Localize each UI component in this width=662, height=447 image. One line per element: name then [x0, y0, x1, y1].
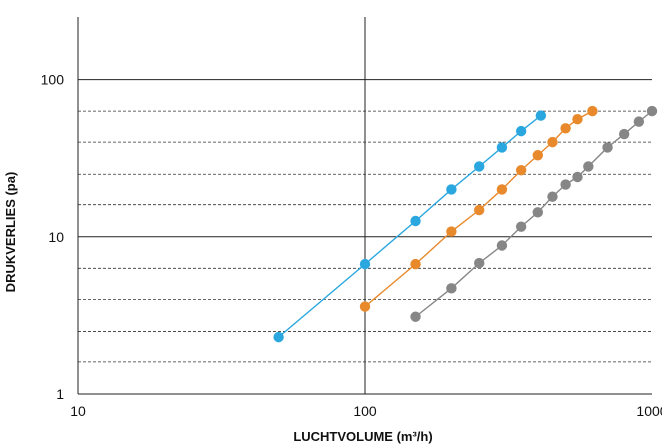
data-point: [535, 110, 547, 121]
data-point: [474, 257, 485, 269]
data-point: [560, 179, 571, 190]
y-axis-label: DRUKVERLIES (pa): [3, 172, 18, 293]
data-point: [547, 136, 558, 148]
data-point: [572, 113, 583, 125]
data-point: [410, 215, 421, 227]
data-point: [547, 191, 558, 202]
data-point: [515, 125, 527, 137]
y-tick-label: 100: [41, 72, 65, 88]
data-point: [446, 184, 457, 195]
data-point: [446, 283, 457, 294]
data-point: [410, 258, 421, 270]
data-point: [532, 207, 543, 218]
data-point: [587, 105, 598, 117]
y-tick-label: 10: [48, 229, 64, 245]
data-point: [496, 240, 508, 251]
data-point: [560, 123, 571, 134]
data-point: [583, 161, 594, 172]
data-point: [515, 165, 527, 176]
data-point: [496, 142, 508, 153]
data-point: [474, 204, 485, 216]
data-point: [633, 116, 645, 127]
data-point: [532, 150, 543, 161]
data-point: [572, 171, 583, 183]
data-point: [602, 142, 613, 153]
data-point: [273, 331, 284, 343]
x-tick-label: 1000: [636, 403, 662, 419]
data-point: [646, 105, 658, 117]
data-point: [618, 128, 630, 140]
y-tick-label: 1: [56, 386, 64, 402]
data-point: [496, 184, 508, 195]
data-point: [446, 226, 457, 237]
chart-tick-labels: 10 100 1000 1 10 100: [41, 72, 662, 419]
data-point: [410, 311, 421, 322]
data-point: [515, 221, 527, 232]
data-point: [359, 258, 371, 270]
data-point: [474, 161, 485, 172]
x-tick-label: 100: [353, 403, 377, 419]
x-tick-label: 10: [70, 403, 86, 419]
chart-series: [273, 105, 658, 343]
chart-grid: [77, 17, 652, 395]
data-point: [359, 301, 371, 312]
x-axis-label: LUCHTVOLUME (m³/h): [293, 429, 432, 444]
